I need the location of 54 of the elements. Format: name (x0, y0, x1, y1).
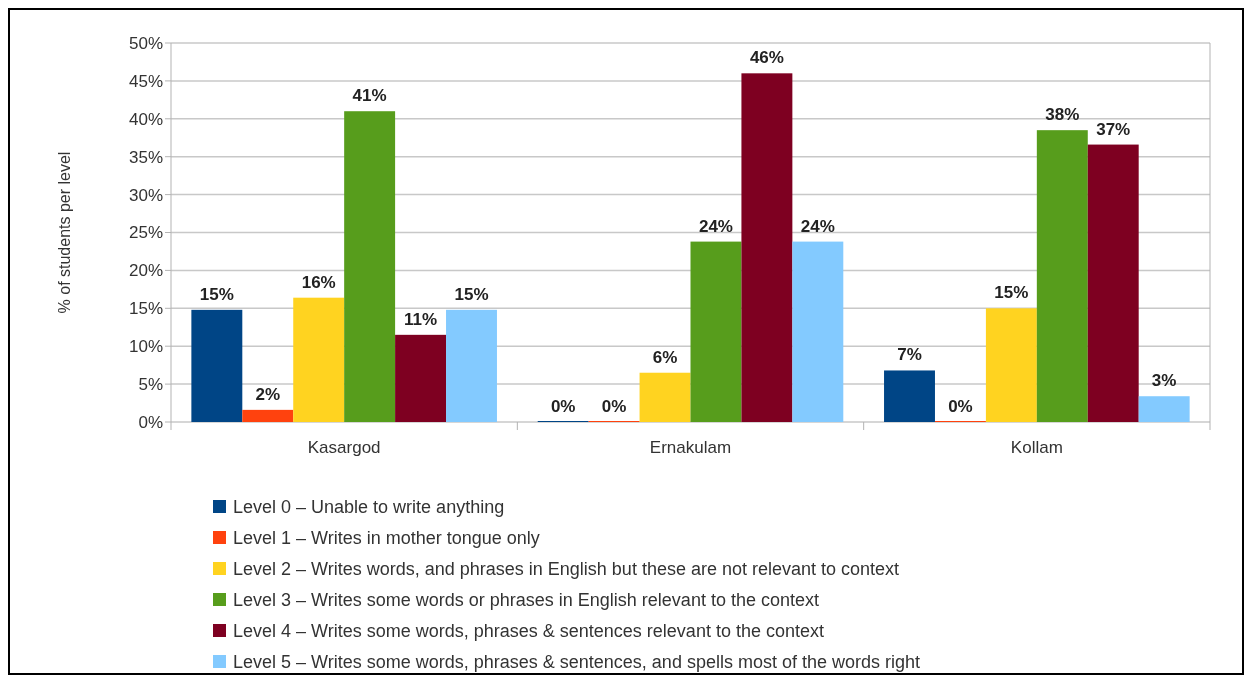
legend-label: Level 5 – Writes some words, phrases & sentences, and spells most of the words right (233, 652, 920, 673)
data-label: 11% (404, 309, 438, 329)
bar (395, 334, 447, 422)
data-label: 3% (1151, 371, 1177, 391)
data-label: 15% (994, 283, 1029, 303)
legend-label: Level 0 – Unable to write anything (233, 497, 505, 518)
bar (1138, 396, 1190, 422)
bar (293, 297, 345, 422)
data-label: 15% (454, 284, 489, 304)
legend-label: Level 1 – Writes in mother tongue only (233, 528, 540, 549)
legend-label: Level 2 – Writes words, and phrases in English but these are not relevant to context (233, 559, 900, 580)
data-label: 6% (652, 347, 678, 367)
data-label: 2% (255, 384, 281, 404)
data-label: 0% (550, 397, 576, 416)
bar (741, 73, 793, 422)
x-tick-label: Ernakulam (649, 438, 732, 457)
legend-label: Level 3 – Writes some words or phrases in English relevant to the context (233, 590, 819, 611)
bar (1087, 144, 1139, 422)
y-tick-label: 20% (128, 261, 163, 281)
y-tick-label: 35% (128, 147, 163, 167)
y-tick-label: 15% (128, 299, 163, 319)
y-tick-label: 45% (128, 71, 163, 91)
data-label: 24% (698, 216, 733, 236)
legend-label: Level 4 – Writes some words, phrases & sentences relevant to the context (233, 621, 824, 642)
data-label: 37% (1096, 119, 1131, 139)
data-label: 16% (301, 272, 336, 292)
y-tick-label: 30% (128, 185, 163, 205)
y-tick-label: 5% (138, 375, 163, 395)
y-tick-label: 50% (128, 33, 163, 53)
bar (446, 309, 497, 422)
bar (884, 370, 935, 422)
y-tick-label: 40% (128, 109, 163, 129)
bar (1036, 130, 1088, 422)
data-label: 24% (800, 216, 835, 236)
y-tick-label: 10% (128, 337, 163, 357)
bar (690, 241, 742, 422)
data-label: 41% (352, 86, 387, 106)
x-tick-label: Kollam (1010, 438, 1063, 457)
y-tick-label: 0% (138, 412, 163, 432)
x-tick-label: Kasargod (307, 438, 381, 457)
bar (985, 308, 1037, 422)
bar (792, 241, 844, 422)
bar (639, 372, 691, 422)
data-label: 7% (897, 345, 922, 365)
bar (344, 111, 396, 422)
data-label: 0% (948, 397, 973, 416)
data-label: 0% (601, 397, 627, 416)
data-label: 38% (1045, 105, 1080, 125)
y-axis-title: % of students per level (56, 151, 73, 314)
bar (242, 409, 294, 422)
data-label: 15% (199, 284, 234, 304)
bar (191, 309, 243, 422)
data-label: 46% (749, 48, 784, 68)
y-tick-label: 25% (128, 223, 163, 243)
